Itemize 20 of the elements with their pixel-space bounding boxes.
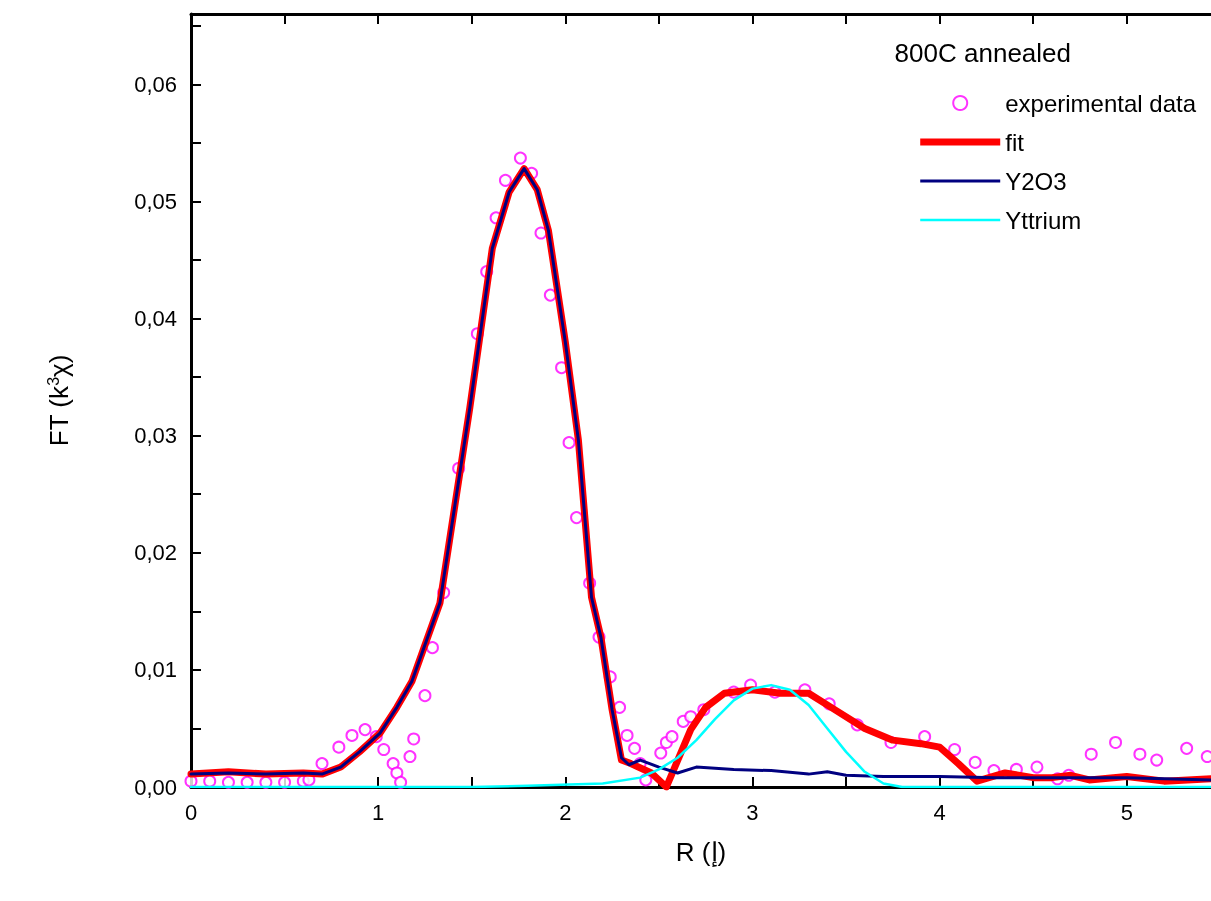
- x-tick-label: 5: [1120, 799, 1133, 825]
- x-axis-title: R (إ): [675, 837, 727, 868]
- legend-label: Y2O3: [1005, 167, 1067, 195]
- legend-label: Yttrium: [1005, 206, 1082, 234]
- y-tick-label: 0,02: [134, 540, 177, 566]
- y-tick-label: 0,04: [134, 306, 177, 332]
- x-tick-label: 3: [746, 799, 759, 825]
- x-tick-label: 0: [184, 799, 198, 825]
- legend-label: fit: [1005, 128, 1025, 156]
- y-axis-title: FT (k3χ): [44, 354, 74, 447]
- y-tick-label: 0,00: [134, 774, 177, 800]
- y-tick-label: 0,01: [134, 657, 177, 683]
- y-tick-label: 0,06: [134, 71, 177, 97]
- y-tick-label: 0,03: [134, 423, 177, 449]
- legend-label: experimental data: [1005, 89, 1197, 117]
- x-tick-label: 1: [372, 799, 385, 825]
- x-tick-label: 2: [559, 799, 572, 825]
- x-tick-label: 4: [933, 799, 946, 825]
- legend-title: 800C annealed: [894, 38, 1072, 68]
- y-tick-label: 0,05: [134, 188, 177, 214]
